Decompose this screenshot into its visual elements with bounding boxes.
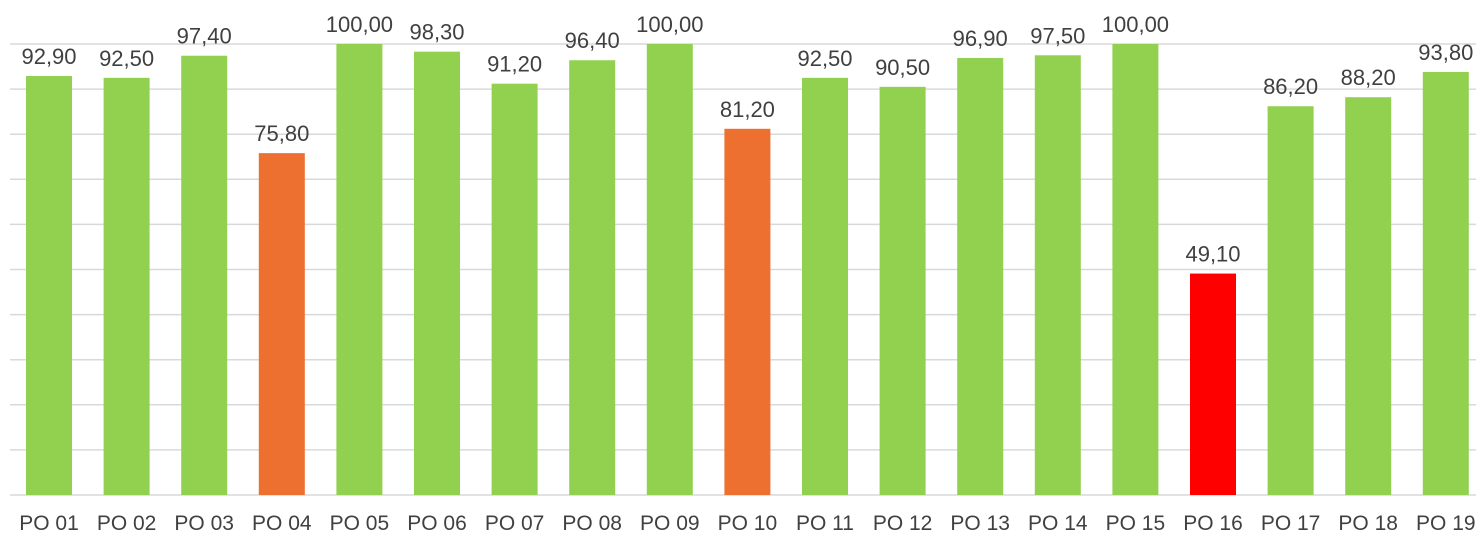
bar bbox=[646, 44, 693, 495]
bar bbox=[1112, 44, 1159, 495]
bar bbox=[414, 51, 460, 496]
category-label: PO 11 bbox=[796, 512, 854, 534]
bar bbox=[1267, 106, 1314, 495]
category-label: PO 05 bbox=[330, 512, 390, 534]
bar bbox=[1034, 55, 1081, 496]
data-label: 81,20 bbox=[720, 97, 775, 122]
data-label: 100,00 bbox=[636, 12, 703, 37]
data-label: 93,80 bbox=[1418, 40, 1473, 65]
data-label: 96,40 bbox=[565, 28, 620, 53]
data-label: 91,20 bbox=[487, 52, 542, 77]
data-label: 75,80 bbox=[254, 121, 309, 146]
bar bbox=[879, 86, 926, 495]
category-label: PO 18 bbox=[1338, 512, 1398, 534]
data-label: 88,20 bbox=[1341, 65, 1396, 90]
data-label: 92,90 bbox=[21, 44, 76, 69]
category-label: PO 19 bbox=[1416, 512, 1476, 534]
bar bbox=[957, 57, 1004, 496]
category-label: PO 14 bbox=[1028, 512, 1088, 534]
data-label: 86,20 bbox=[1263, 74, 1318, 99]
data-label: 97,50 bbox=[1030, 23, 1085, 48]
category-label: PO 09 bbox=[640, 512, 700, 534]
data-label: 90,50 bbox=[875, 55, 930, 80]
bars bbox=[26, 44, 1469, 496]
bar bbox=[724, 128, 771, 495]
category-label: PO 03 bbox=[174, 512, 234, 534]
bar bbox=[336, 44, 383, 495]
category-label: PO 07 bbox=[485, 512, 545, 534]
data-label: 97,40 bbox=[177, 24, 232, 49]
bar bbox=[569, 60, 616, 496]
category-label: PO 10 bbox=[718, 512, 778, 534]
category-labels: PO 01 PO 02 PO 03 PO 04 PO 05 PO 06 PO 07 PO 08… bbox=[19, 512, 1475, 534]
category-label: PO 04 bbox=[252, 512, 312, 534]
data-label: 49,10 bbox=[1185, 242, 1240, 267]
bar bbox=[1190, 273, 1236, 495]
category-label: PO 12 bbox=[873, 512, 933, 534]
data-label: 98,30 bbox=[409, 20, 464, 45]
category-label: PO 17 bbox=[1261, 512, 1321, 534]
data-label: 92,50 bbox=[797, 46, 852, 71]
data-label: 100,00 bbox=[1102, 12, 1169, 37]
bar bbox=[1422, 71, 1469, 495]
category-label: PO 16 bbox=[1183, 512, 1243, 534]
bar bbox=[491, 83, 538, 496]
data-label: 96,90 bbox=[953, 26, 1008, 51]
data-label: 92,50 bbox=[99, 46, 154, 71]
bar bbox=[1345, 97, 1392, 495]
category-label: PO 01 bbox=[19, 512, 79, 534]
bar bbox=[103, 77, 150, 495]
category-label: PO 02 bbox=[97, 512, 157, 534]
category-label: PO 13 bbox=[950, 512, 1010, 534]
data-labels: 92,90 92,50 97,40 75,80 100,00 98,30 91,20 96,4… bbox=[21, 12, 1473, 267]
category-label: PO 15 bbox=[1106, 512, 1166, 534]
category-label: PO 06 bbox=[407, 512, 467, 534]
bar bbox=[26, 76, 72, 495]
data-label: 100,00 bbox=[326, 12, 393, 37]
bar bbox=[258, 153, 305, 495]
bar bbox=[181, 55, 228, 495]
category-label: PO 08 bbox=[562, 512, 622, 534]
bar bbox=[802, 77, 848, 495]
